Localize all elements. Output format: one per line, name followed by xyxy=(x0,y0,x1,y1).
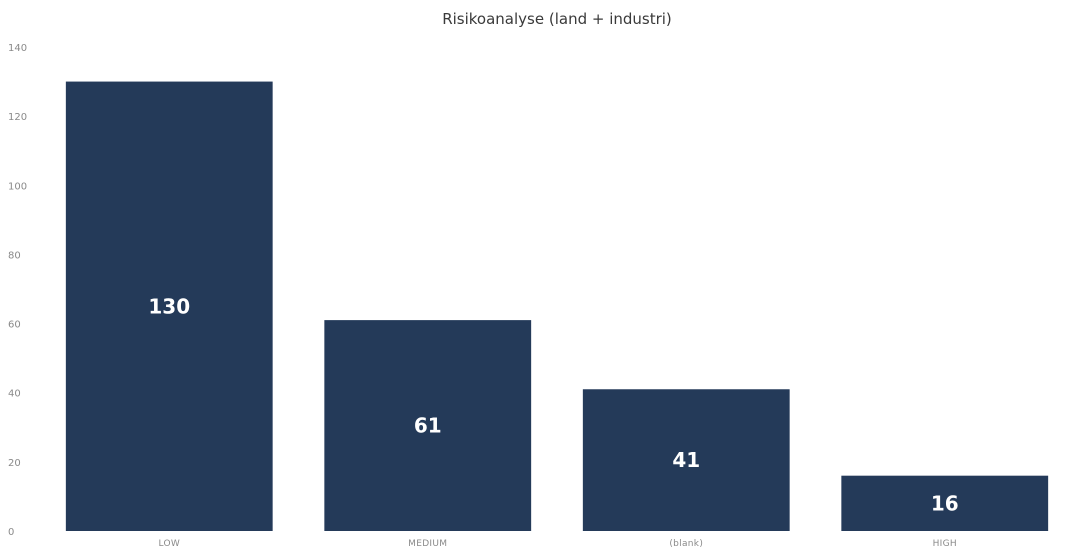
bar-data-label: 16 xyxy=(931,491,959,515)
bars-group xyxy=(65,81,1049,532)
y-tick-label: 80 xyxy=(8,250,21,261)
y-tick-label: 100 xyxy=(8,181,27,192)
y-tick-label: 20 xyxy=(8,458,21,469)
x-tick-label: MEDIUM xyxy=(408,539,447,549)
chart-title: Risikoanalyse (land + industri) xyxy=(442,10,672,28)
y-tick-label: 140 xyxy=(8,43,27,54)
y-tick-label: 120 xyxy=(8,112,27,123)
bar-data-label: 41 xyxy=(672,448,700,472)
bar-low xyxy=(65,81,273,532)
y-tick-label: 60 xyxy=(8,320,21,331)
bar-data-labels: 130 61 41 16 xyxy=(148,294,958,515)
bar-medium xyxy=(324,320,532,531)
bar-high xyxy=(841,475,1049,531)
y-tick-label: 0 xyxy=(8,527,14,538)
bar-data-label: 130 xyxy=(148,294,190,318)
y-axis-ticks: 0 20 40 60 80 100 120 140 xyxy=(8,43,27,538)
y-tick-label: 40 xyxy=(8,389,21,400)
bar-blank xyxy=(582,389,790,531)
bar-data-label: 61 xyxy=(414,414,442,438)
x-tick-label: HIGH xyxy=(933,539,957,549)
x-tick-label: LOW xyxy=(158,539,180,549)
x-axis-ticks: LOW MEDIUM (blank) HIGH xyxy=(158,539,956,549)
x-tick-label: (blank) xyxy=(669,539,703,549)
